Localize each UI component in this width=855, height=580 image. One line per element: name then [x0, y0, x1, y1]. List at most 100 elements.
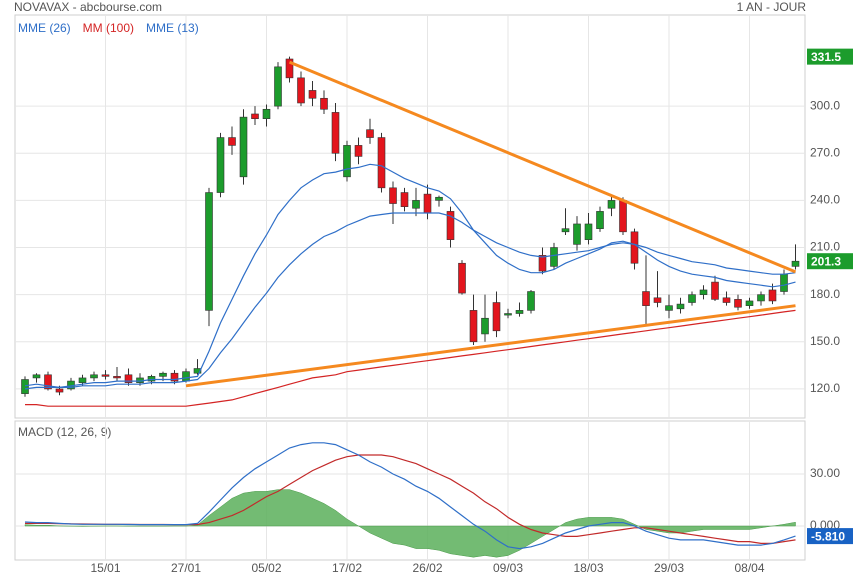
y-tick-label: 30.00 — [810, 466, 840, 480]
candle-body — [78, 377, 87, 383]
candle-body — [688, 294, 696, 303]
candle-body — [389, 187, 397, 204]
trend-line — [288, 60, 797, 274]
x-tick-label: 17/02 — [332, 561, 362, 575]
y-tick-label: 240.0 — [810, 193, 840, 207]
candle-body — [584, 223, 593, 240]
candle-body — [182, 371, 190, 382]
candle-body — [412, 200, 420, 209]
candle-body — [469, 310, 478, 343]
y-tick-label: 210.0 — [810, 240, 840, 254]
candle-body — [147, 376, 156, 382]
candle-body — [113, 376, 121, 379]
candle-body — [228, 137, 236, 146]
candle-body — [780, 273, 788, 292]
candle-body — [101, 374, 110, 377]
candle-body — [481, 317, 489, 335]
candle-body — [320, 97, 328, 110]
candle-body — [297, 77, 305, 104]
candle-body — [596, 211, 604, 229]
candle-body — [653, 297, 662, 303]
candle-body — [446, 211, 455, 240]
y-tick-label: 150.0 — [810, 334, 840, 348]
value-marker-label: -5.810 — [811, 529, 845, 543]
candle-body — [791, 260, 800, 267]
candle-body — [642, 291, 650, 306]
candle-body — [124, 374, 133, 383]
candle-body — [699, 289, 708, 295]
candle-body — [527, 291, 535, 311]
y-tick-label: 120.0 — [810, 381, 840, 395]
indicator-line — [24, 163, 796, 389]
candle-body — [745, 300, 754, 306]
value-marker-label: 201.3 — [811, 254, 841, 268]
macd-title: MACD (12, 26, 9) — [18, 425, 111, 439]
candle-body — [159, 372, 167, 377]
candle-body — [32, 374, 41, 379]
y-tick-label: 300.0 — [810, 98, 840, 112]
candle-body — [90, 374, 98, 379]
candle-body — [561, 228, 570, 233]
indicator-line — [24, 212, 796, 390]
candle-body — [619, 200, 627, 233]
candle-body — [170, 372, 179, 382]
candle-body — [216, 137, 225, 193]
candle-body — [21, 379, 29, 394]
trend-line — [185, 304, 796, 388]
candle-body — [205, 192, 213, 311]
candle-body — [262, 108, 271, 119]
candle-body — [55, 388, 64, 393]
x-tick-label: 26/02 — [412, 561, 442, 575]
chart-title: NOVAVAX - abcbourse.com — [14, 0, 162, 14]
macd-panel — [14, 420, 806, 561]
x-tick-label: 29/03 — [654, 561, 684, 575]
candle-body — [423, 193, 432, 214]
candle-body — [515, 310, 524, 314]
candle-body — [607, 200, 616, 209]
x-tick-label: 15/01 — [90, 561, 120, 575]
candle-body — [400, 192, 409, 207]
candle-body — [331, 112, 340, 154]
candle-body — [676, 303, 685, 310]
candle-body — [251, 113, 259, 119]
candle-body — [504, 313, 512, 316]
value-marker — [807, 48, 853, 65]
y-tick-label: 180.0 — [810, 287, 840, 301]
candle-body — [435, 196, 443, 201]
candle-body — [354, 145, 363, 157]
candle-body — [768, 289, 777, 302]
value-marker-label: 331.5 — [811, 50, 841, 64]
x-tick-label: 27/01 — [171, 561, 201, 575]
candle-body — [734, 299, 742, 308]
candle-body — [630, 231, 639, 264]
candle-body — [44, 374, 52, 390]
candle-body — [343, 145, 351, 178]
legend-label: MM (100) — [83, 21, 134, 35]
y-tick-label: 270.0 — [810, 145, 840, 159]
indicator-line — [25, 309, 796, 407]
candle-body — [366, 129, 374, 138]
candle-body — [573, 223, 581, 245]
candle-body — [665, 305, 673, 311]
macd-line — [24, 442, 796, 550]
candle-body — [492, 302, 501, 332]
candle-body — [377, 137, 386, 189]
period-label: 1 AN - JOUR — [737, 0, 807, 14]
candle-body — [711, 281, 719, 300]
candle-body — [757, 294, 765, 302]
candle-body — [538, 255, 547, 272]
candle-body — [550, 247, 558, 267]
histogram-area — [24, 489, 796, 558]
value-marker — [807, 253, 853, 270]
candle-body — [458, 262, 466, 294]
x-tick-label: 09/03 — [493, 561, 523, 575]
candle-body — [239, 116, 248, 178]
legend-label: MME (26) — [18, 21, 71, 35]
price-panel — [14, 14, 806, 419]
x-tick-label: 08/04 — [734, 561, 764, 575]
legend-label: MME (13) — [146, 21, 199, 35]
x-tick-label: 05/02 — [251, 561, 281, 575]
candle-body — [308, 90, 317, 99]
